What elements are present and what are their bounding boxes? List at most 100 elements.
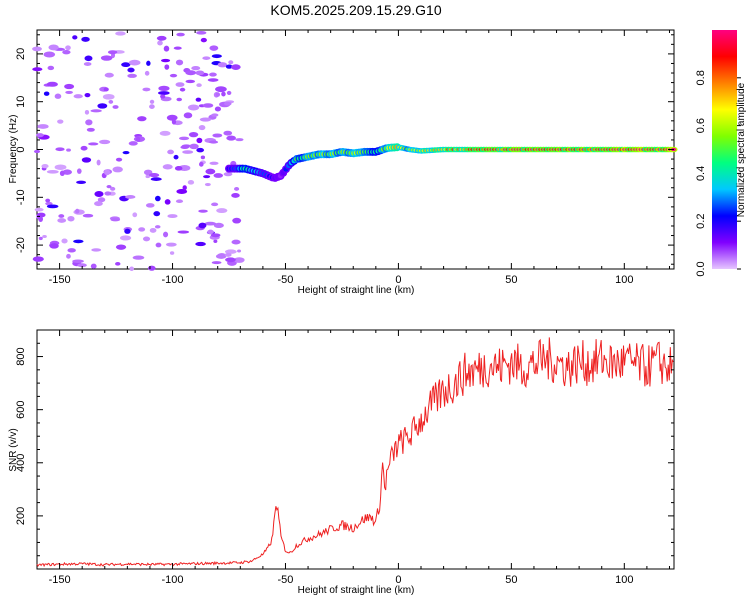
colorbar-gradient [712,30,737,269]
noise-speckle [232,217,242,224]
y-tick-label: 800 [15,347,27,365]
noise-speckle [97,197,106,203]
noise-speckle [67,215,75,222]
noise-speckle [121,62,131,68]
noise-speckle [112,166,123,173]
noise-speckle [94,190,104,197]
noise-speckle [178,136,190,141]
noise-speckle [195,70,205,76]
noise-speckle [62,169,72,175]
noise-speckle [199,161,204,167]
noise-speckle [156,35,167,41]
noise-speckle [167,149,174,155]
noise-speckle [107,50,118,55]
noise-speckle [200,155,206,160]
noise-speckle [46,81,58,87]
noise-speckle [225,257,236,263]
noise-speckle [182,185,187,191]
noise-speckle [183,112,193,119]
noise-speckle [55,147,65,152]
noise-speckle [198,125,206,131]
noise-speckle [187,104,200,111]
noise-speckle [198,209,208,213]
noise-speckle [110,186,116,191]
x-tick-label: 0 [395,274,401,286]
noise-speckle [145,203,155,208]
noise-speckle [179,87,186,92]
noise-speckle [234,187,240,191]
noise-speckle [171,119,177,125]
noise-speckle [211,261,222,265]
noise-speckle [100,55,113,61]
noise-speckle [215,253,227,259]
noise-speckle [155,242,162,248]
noise-speckle [213,239,218,243]
noise-speckle [82,213,94,218]
x-tick-label: -50 [278,274,294,286]
noise-speckle [177,230,190,234]
noise-speckle [102,93,115,100]
x-tick-label: -150 [49,274,71,286]
noise-speckle [208,140,219,144]
noise-speckle [90,263,97,269]
x-tick-label: -150 [49,574,71,586]
noise-speckle [49,243,59,249]
noise-speckle [233,257,245,263]
noise-speckle [169,73,178,78]
noise-speckle [132,255,145,260]
noise-speckle [106,185,112,189]
noise-speckle [128,59,141,66]
noise-speckle [209,72,217,77]
noise-speckle [73,94,83,99]
noise-speckle [207,229,214,235]
noise-speckle [35,133,44,138]
noise-speckle [104,169,111,176]
noise-speckle [224,249,237,254]
noise-speckle [62,49,71,55]
noise-speckle [67,248,76,253]
chart-title: KOM5.2025.209.15.29.G10 [270,2,441,18]
noise-speckle [202,56,211,60]
colorbar-tick-label: 0.6 [695,118,707,133]
noise-speckle [45,201,53,206]
noise-speckle [57,119,64,124]
x-tick-label: -50 [278,574,294,586]
noise-speckle [32,67,43,72]
noise-speckle [213,173,224,178]
noise-speckle [84,55,93,62]
noise-speckle [119,235,132,241]
noise-speckle [115,244,127,250]
noise-speckle [47,65,55,71]
noise-speckle [211,113,219,117]
noise-speckle [223,101,232,106]
noise-speckle [188,132,199,138]
noise-speckle [196,31,207,35]
noise-speckle [45,198,51,203]
noise-speckle [228,60,234,65]
noise-speckle [180,145,190,150]
noise-speckle [169,251,175,255]
noise-speckle [173,154,179,160]
y-tick-label: 200 [15,507,27,525]
colorbar: 0.0 0.2 0.4 0.6 0.8 Normalized spectral ampl… [695,30,747,277]
noise-speckle [158,85,170,92]
noise-speckle [165,242,177,247]
noise-speckle [195,97,202,102]
noise-speckle [32,256,44,262]
y-tick-label: 0 [15,146,27,152]
snr-series-line [36,337,674,568]
noise-speckle [135,136,141,142]
noise-speckle [202,103,214,108]
noise-speckle [167,214,178,219]
noise-speckle [37,124,49,129]
noise-speckle [76,180,87,184]
noise-speckle [77,263,87,268]
noise-speckle [163,231,169,238]
noise-speckle [104,72,114,78]
noise-speckle [160,94,166,99]
noise-speckle [224,252,232,257]
noise-speckle [195,241,206,247]
noise-speckle [104,191,112,196]
noise-speckle [38,216,43,222]
noise-speckle [46,204,59,209]
